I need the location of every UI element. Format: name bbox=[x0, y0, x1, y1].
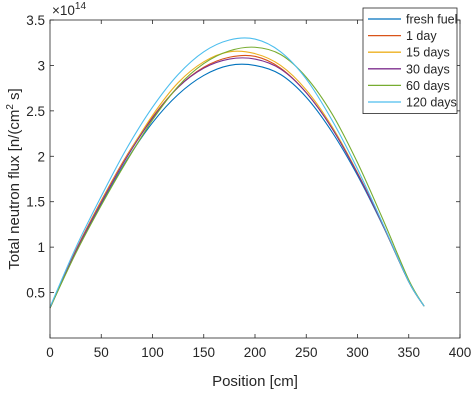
series-line-0 bbox=[49, 63, 425, 309]
legend-box bbox=[362, 7, 458, 114]
x-tick-label: 250 bbox=[295, 345, 318, 360]
x-tick-label: 300 bbox=[346, 345, 369, 360]
y-exponent-label: ×1014 bbox=[52, 1, 86, 18]
legend-label: 120 days bbox=[406, 96, 457, 110]
x-tick-label: 200 bbox=[244, 345, 267, 360]
legend-label: fresh fuel bbox=[406, 13, 457, 27]
y-tick-label: 1.5 bbox=[26, 195, 45, 210]
series-line-3 bbox=[49, 57, 425, 309]
y-axis-label: Total neutron flux [n/(cm2 s] bbox=[5, 88, 23, 269]
x-tick-label: 150 bbox=[192, 345, 215, 360]
y-tick-label: 3 bbox=[37, 58, 45, 73]
x-tick-label: 0 bbox=[46, 345, 54, 360]
legend-label: 15 days bbox=[406, 46, 450, 60]
y-tick-label: 2.5 bbox=[26, 104, 45, 119]
series-line-4 bbox=[49, 46, 425, 309]
x-tick-label: 100 bbox=[141, 345, 164, 360]
x-tick-label: 350 bbox=[397, 345, 420, 360]
axes-box bbox=[49, 19, 461, 339]
x-tick-label: 400 bbox=[449, 345, 472, 360]
y-tick-label: 2 bbox=[37, 149, 45, 164]
series-lines bbox=[49, 37, 425, 309]
legend-label: 30 days bbox=[406, 62, 450, 76]
x-tick-label: 50 bbox=[94, 345, 109, 360]
legend: fresh fuel 1 day 15 days 30 days 60 days 120 … bbox=[362, 7, 458, 114]
x-axis-label: Position [cm] bbox=[212, 373, 298, 390]
y-tick-label: 0.5 bbox=[26, 286, 45, 301]
y-tick-label: 3.5 bbox=[26, 13, 45, 28]
legend-label: 60 days bbox=[406, 79, 450, 93]
y-tick-label: 1 bbox=[37, 240, 45, 255]
series-line-5 bbox=[49, 37, 425, 308]
legend-label: 1 day bbox=[406, 29, 437, 43]
axis-ticks: 0 50 100 150 200 250 300 350 400 0.5 1 1.5 2 2.5 3 3.5 bbox=[26, 13, 471, 360]
